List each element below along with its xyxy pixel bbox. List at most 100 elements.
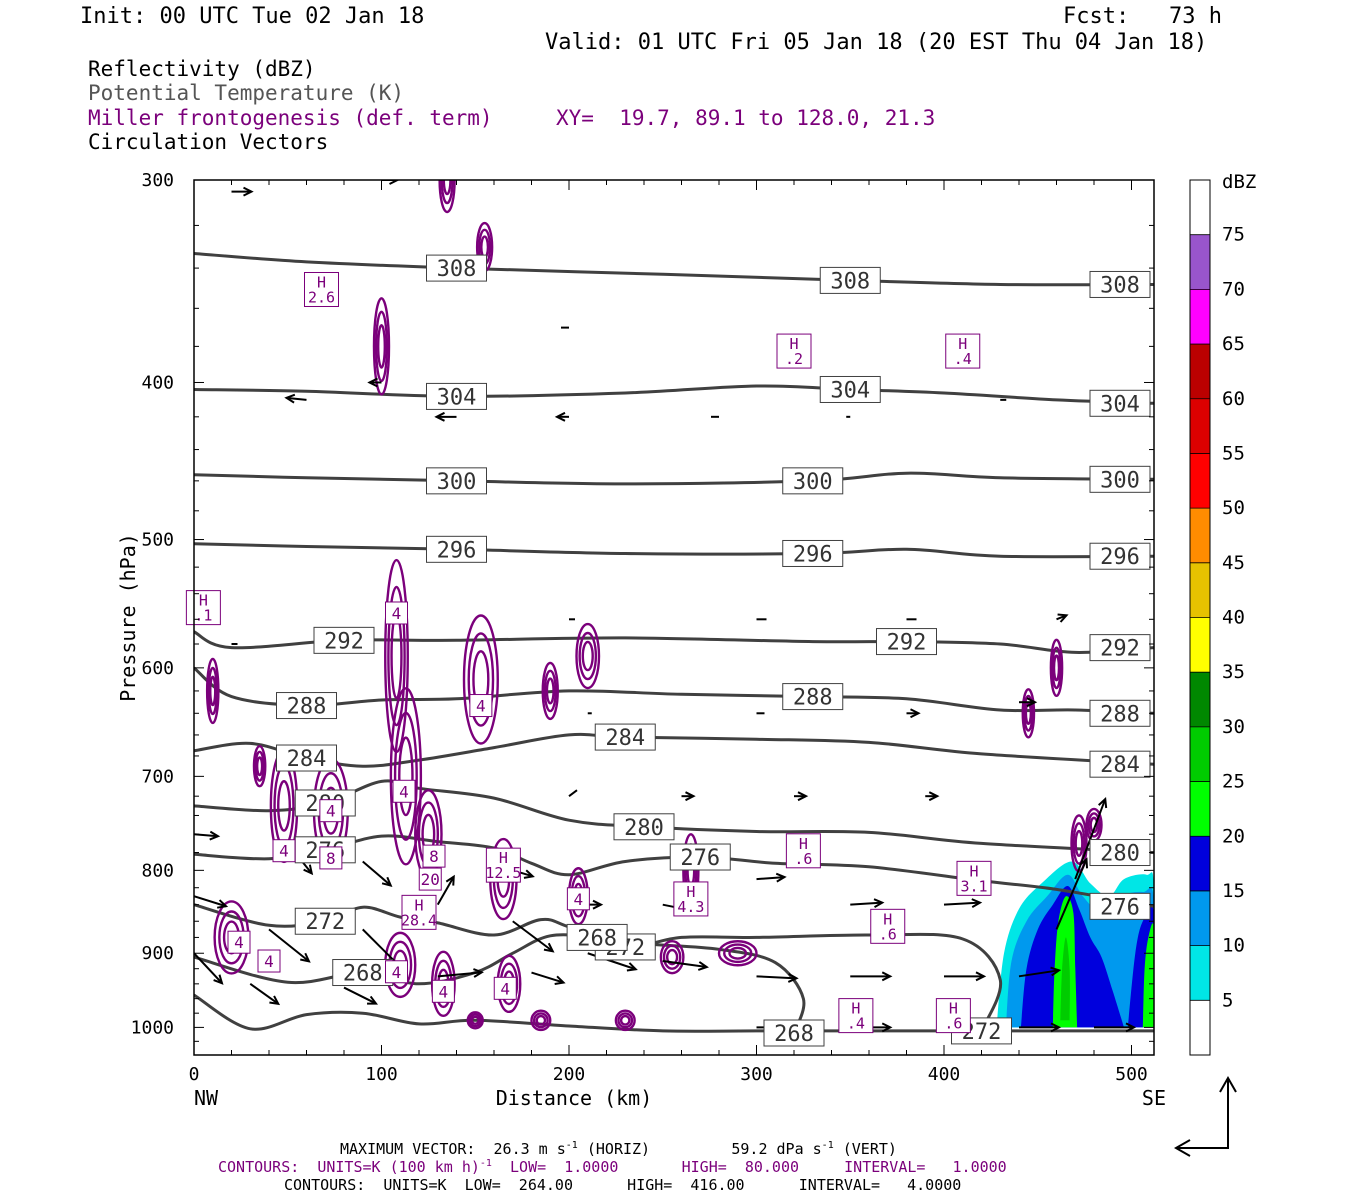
circulation-vector [1018,966,1062,978]
x-tick-label: 0 [189,1064,200,1085]
svg-text:288: 288 [287,695,327,720]
svg-text:8: 8 [429,847,439,866]
frontogenesis-contour [617,1012,634,1029]
circulation-vector [194,830,221,841]
theta-contour-label: 296 [1089,542,1151,570]
frontogenesis-contour [1052,654,1061,682]
colorbar-label: 45 [1222,552,1245,574]
colorbar-segment [1190,726,1210,782]
frontogenesis-contour [205,657,220,725]
frontogenesis-contour [581,640,594,672]
theta-contour-label: 288 [276,692,337,720]
frontogenesis-contour [728,946,748,960]
circulation-vector [794,791,809,802]
colorbar-segment [1190,562,1210,618]
theta-contour-label: 292 [313,626,375,654]
svg-text:280: 280 [624,816,664,841]
legend-circulation-vectors: Circulation Vectors [88,130,329,154]
svg-text:276: 276 [680,846,720,871]
y-tick-label: 400 [141,372,174,393]
colorbar-segment [1190,508,1210,563]
svg-text:.4: .4 [954,350,972,368]
frontogenesis-label: H.6 [785,833,821,869]
svg-text:288: 288 [793,686,833,711]
max-vector-line: MAXIMUM VECTOR: 26.3 m s-1 (HORIZ) 59.2 … [340,1140,897,1158]
svg-text:H: H [686,883,695,901]
circulation-vector [944,971,987,982]
frontogenesis-label: H2.6 [304,271,339,307]
svg-text:.6: .6 [879,925,897,943]
frontogenesis-contour [578,631,598,681]
frontogenesis-contour [374,310,389,383]
svg-text:304: 304 [437,385,477,410]
colorbar-label: 30 [1222,716,1245,738]
svg-text:28.4: 28.4 [401,911,437,929]
svg-text:4: 4 [392,604,402,623]
frontogenesis-contour [377,324,387,369]
frontogenesis-contour [438,180,456,214]
svg-text:296: 296 [793,542,833,567]
frontogenesis-contour [619,1014,631,1026]
svg-text:276: 276 [1100,895,1140,920]
theta-contour-label: 284 [276,744,337,772]
theta-contour-info: CONTOURS: UNITS=K LOW= 264.00 HIGH= 416.… [284,1176,962,1194]
theta-contour-label: 276 [1089,892,1151,920]
theta-contour-label: 304 [819,375,881,403]
theta-contour-label: 280 [613,813,675,841]
theta-contour-label: 292 [876,628,937,656]
circulation-vector [381,180,400,185]
theta-contour-label: 296 [426,535,487,563]
colorbar-segment [1190,836,1210,891]
svg-text:268: 268 [343,962,383,987]
circulation-vector [681,791,696,802]
circulation-vector [194,895,229,909]
frontogenesis-contour [1049,638,1064,698]
frontogenesis-contour [1023,694,1034,732]
frontogenesis-contours [205,180,1103,1032]
svg-text:.2: .2 [785,350,803,368]
frontogenesis-label: 8 [319,846,343,870]
frontogenesis-label: H.4 [838,998,874,1034]
svg-text:304: 304 [1100,392,1140,417]
circulation-vector [436,874,455,906]
svg-text:H: H [414,896,423,914]
svg-text:4.3: 4.3 [677,898,704,916]
colorbar-label: 20 [1222,825,1245,847]
right-end-label: SE [1142,1086,1166,1110]
circulation-vector [531,971,566,985]
theta-contour-label: 272 [294,907,356,935]
frontogenesis-label: H28.4 [401,894,437,930]
svg-text:2.6: 2.6 [308,288,335,306]
frontogenesis-contour [1051,646,1062,690]
svg-text:20: 20 [421,870,440,889]
frontogenesis-contour [252,745,267,788]
svg-text:H: H [949,1000,958,1018]
x-tick-label: 100 [365,1064,398,1085]
circulation-vector [231,186,254,197]
svg-text:.6: .6 [944,1015,962,1033]
svg-text:4: 4 [574,890,584,909]
circulation-vector [1094,1022,1137,1033]
theta-contour-line [194,542,1154,559]
circulation-vector [362,860,393,887]
theta-contour-label: 268 [332,959,394,987]
circulation-vector [367,377,382,388]
frontogenesis-label: 4 [257,949,281,973]
svg-text:4: 4 [500,979,510,998]
colorbar-label: 15 [1222,880,1245,902]
frontogenesis-contour [209,675,217,707]
frontogenesis-contour [467,632,495,727]
svg-text:304: 304 [830,378,870,403]
frontogenesis-contour [717,940,758,967]
frontogenesis-contour [1089,816,1099,834]
frontogenesis-label: H.4 [945,333,981,369]
circulation-vector [925,791,940,802]
svg-text:292: 292 [1100,637,1140,662]
legend-reflectivity: Reflectivity (dBZ) [88,57,316,81]
colorbar-label: 70 [1222,278,1245,300]
theta-contour-label: 304 [1089,389,1151,417]
colorbar-segment [1190,180,1210,235]
svg-text:4: 4 [264,952,274,971]
frontogenesis-contour [462,614,499,745]
circulation-vector [662,960,709,971]
